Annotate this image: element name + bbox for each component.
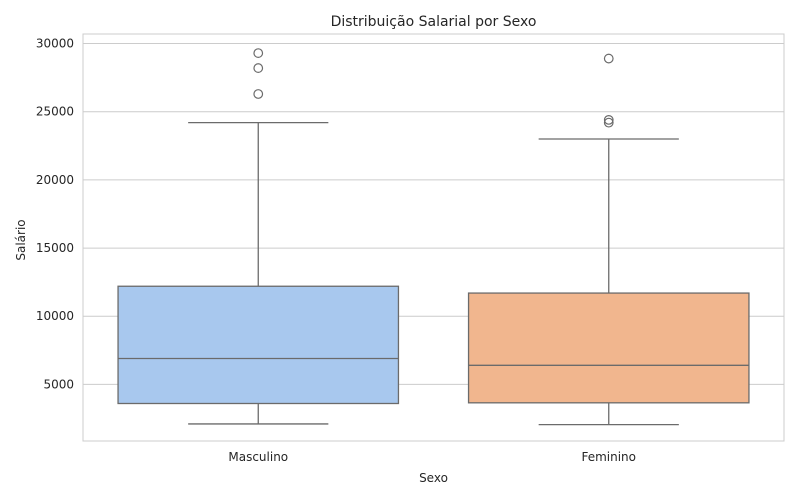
y-axis-label: Salário — [14, 219, 28, 260]
outlier-point — [603, 53, 614, 64]
iqr-box — [117, 285, 400, 405]
iqr-box — [467, 292, 750, 404]
outlier-point — [253, 48, 264, 58]
y-tick-labels: 5000 10000 15000 20000 25000 30000 — [36, 37, 74, 392]
y-tick-label: 20000 — [36, 173, 74, 187]
y-tick-label: 30000 — [36, 37, 74, 51]
outlier-point — [603, 114, 614, 125]
x-axis-label: Sexo — [419, 471, 448, 485]
y-tick-label: 5000 — [43, 377, 74, 391]
y-tick-label: 15000 — [36, 241, 74, 255]
y-tick-label: 10000 — [36, 309, 74, 323]
boxes — [117, 48, 750, 426]
box-masculino — [117, 48, 400, 425]
outlier-point — [253, 89, 264, 99]
outlier-point — [603, 117, 614, 128]
outlier-point — [253, 63, 264, 73]
x-tick-labels: Masculino Feminino — [228, 450, 636, 464]
x-tick-label: Feminino — [581, 450, 636, 464]
box-feminino — [467, 53, 750, 426]
y-tick-label: 25000 — [36, 105, 74, 119]
x-tick-label: Masculino — [228, 450, 288, 464]
chart-title: Distribuição Salarial por Sexo — [331, 14, 537, 30]
